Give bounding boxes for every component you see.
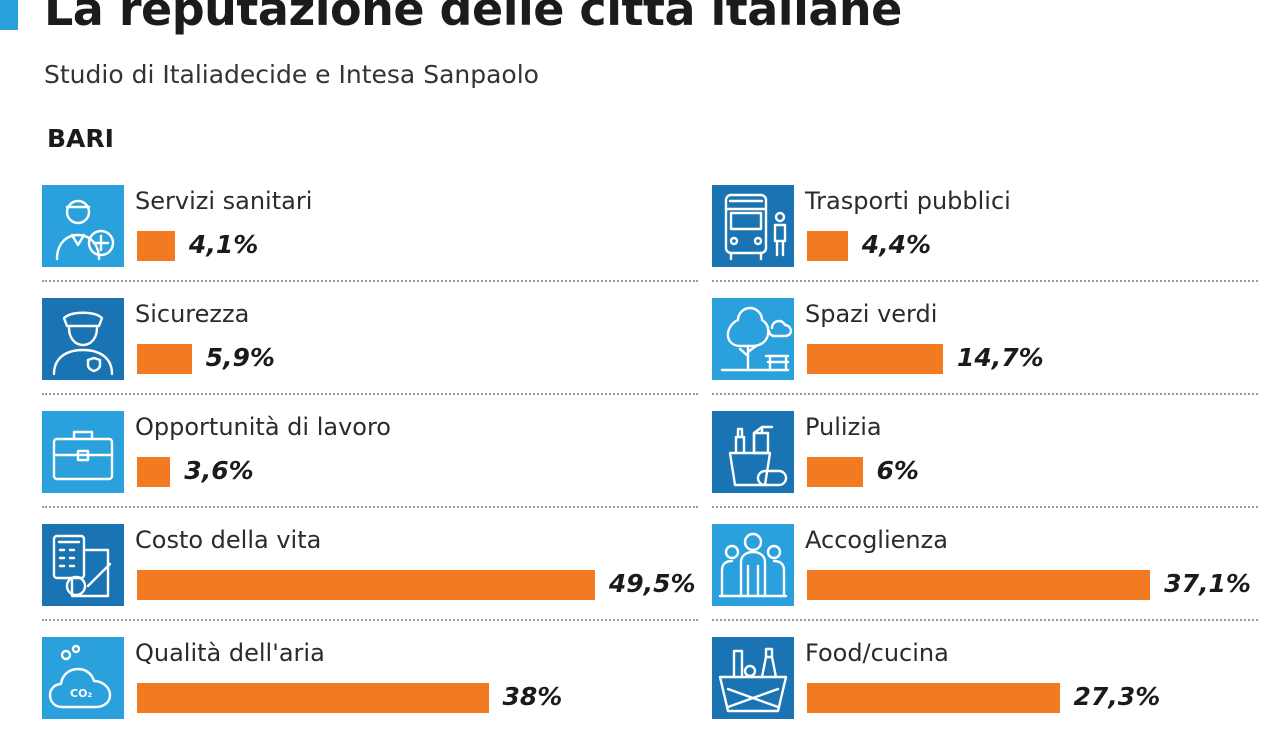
bus-icon — [712, 185, 794, 267]
bar-qualita-dell-aria — [137, 683, 489, 713]
indicator-label: Food/cucina — [805, 639, 949, 667]
value-label-costo-della-vita: 49,5% — [608, 569, 696, 598]
indicator-item: CO₂ Qualità dell'aria 38% — [42, 635, 698, 748]
briefcase-icon — [42, 411, 124, 493]
indicator-label: Servizi sanitari — [135, 187, 313, 215]
bar-area: 4,4% — [807, 230, 1191, 263]
indicator-label: Spazi verdi — [805, 300, 938, 328]
indicator-label: Qualità dell'aria — [135, 639, 325, 667]
indicator-item: Costo della vita 49,5% — [42, 522, 698, 635]
value-label-food-cucina: 27,3% — [1073, 682, 1161, 711]
indicator-item: Accoglienza 37,1% — [712, 522, 1258, 635]
bar-sicurezza — [137, 344, 192, 374]
bar-area: 3,6% — [137, 456, 607, 489]
right-column: Trasporti pubblici 4,4% Spazi verdi 14,7… — [712, 183, 1258, 748]
value-label-spazi-verdi: 14,7% — [956, 343, 1044, 372]
bar-trasporti-pubblici — [807, 231, 848, 261]
bar-costo-della-vita — [137, 570, 595, 600]
co2-cloud-icon: CO₂ — [42, 637, 124, 719]
cleaning-bucket-icon — [712, 411, 794, 493]
bar-pulizia — [807, 457, 863, 487]
page-title: La reputazione delle città italiane — [44, 0, 902, 36]
divider — [42, 393, 698, 395]
bar-area: 4,1% — [137, 230, 607, 263]
divider — [712, 280, 1258, 282]
city-name: BARI — [47, 124, 114, 153]
left-column: Servizi sanitari 4,1% Sicurezza 5,9% Opp… — [42, 183, 698, 748]
divider — [42, 280, 698, 282]
divider — [712, 506, 1258, 508]
bar-area: 5,9% — [137, 343, 607, 376]
park-tree-icon — [712, 298, 794, 380]
divider — [42, 506, 698, 508]
bar-area: 27,3% — [807, 682, 1191, 715]
doctor-icon — [42, 185, 124, 267]
indicator-item: Pulizia 6% — [712, 409, 1258, 522]
value-label-qualita-dell-aria: 38% — [502, 682, 563, 711]
indicator-label: Accoglienza — [805, 526, 948, 554]
indicator-item: Sicurezza 5,9% — [42, 296, 698, 409]
calculator-document-icon — [42, 524, 124, 606]
value-label-pulizia: 6% — [876, 456, 919, 485]
indicator-label: Costo della vita — [135, 526, 322, 554]
indicator-item: Servizi sanitari 4,1% — [42, 183, 698, 296]
food-basket-icon — [712, 637, 794, 719]
indicator-label: Opportunità di lavoro — [135, 413, 391, 441]
indicator-item: Spazi verdi 14,7% — [712, 296, 1258, 409]
value-label-sicurezza: 5,9% — [205, 343, 275, 372]
bar-servizi-sanitari — [137, 231, 175, 261]
bar-area: 37,1% — [807, 569, 1251, 602]
value-label-servizi-sanitari: 4,1% — [188, 230, 259, 259]
bar-area: 6% — [807, 456, 1191, 489]
value-label-opportunita-di-lavoro: 3,6% — [184, 456, 254, 485]
divider — [712, 393, 1258, 395]
indicator-label: Pulizia — [805, 413, 882, 441]
bar-area: 38% — [137, 682, 607, 715]
bar-accoglienza — [807, 570, 1151, 600]
value-label-trasporti-pubblici: 4,4% — [861, 230, 932, 259]
indicator-label: Sicurezza — [135, 300, 250, 328]
divider — [42, 619, 698, 621]
value-label-accoglienza: 37,1% — [1164, 569, 1251, 598]
bar-area: 14,7% — [807, 343, 1191, 376]
divider — [712, 619, 1258, 621]
indicator-item: Opportunità di lavoro 3,6% — [42, 409, 698, 522]
page-subtitle: Studio di Italiadecide e Intesa Sanpaolo — [44, 60, 539, 89]
indicator-label: Trasporti pubblici — [805, 187, 1011, 215]
people-group-icon — [712, 524, 794, 606]
police-officer-icon — [42, 298, 124, 380]
bar-spazi-verdi — [807, 344, 943, 374]
indicator-item: Trasporti pubblici 4,4% — [712, 183, 1258, 296]
bar-food-cucina — [807, 683, 1060, 713]
bar-opportunita-di-lavoro — [137, 457, 171, 487]
bar-area: 49,5% — [137, 569, 696, 602]
accent-bar — [0, 0, 18, 30]
svg-text:CO₂: CO₂ — [70, 687, 92, 700]
indicator-item: Food/cucina 27,3% — [712, 635, 1258, 748]
